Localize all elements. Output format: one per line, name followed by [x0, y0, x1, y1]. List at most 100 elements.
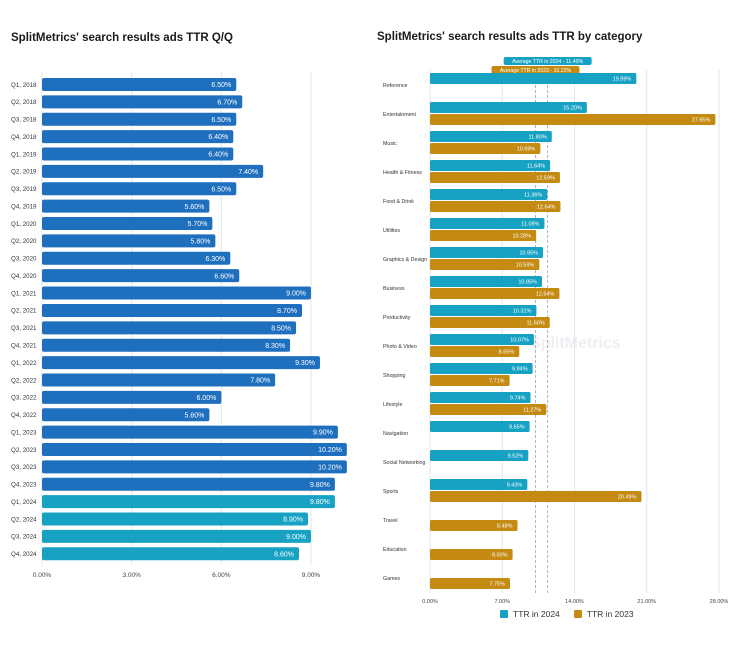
left-x-tick-label: 6.00% [212, 572, 231, 579]
right-category-label: Reference [383, 83, 407, 89]
left-bar-value-label: 8.90% [283, 517, 303, 524]
right-average-callout-box [491, 66, 580, 74]
left-x-tick-label: 9.00% [302, 572, 321, 579]
right-bar-value-label: 10.28% [512, 234, 531, 240]
right-average-callout-label: Average TTR in 2024 - 11.40% [512, 59, 583, 65]
right-average-callout-box [503, 57, 592, 65]
left-bar [42, 164, 264, 178]
left-bar [42, 512, 309, 526]
left-bar-value-label: 9.80% [310, 499, 330, 506]
right-category-label: Travel [383, 518, 398, 524]
right-bar-2024 [430, 189, 548, 200]
left-category-label: Q3, 2024 [11, 534, 37, 541]
legend-swatch-2023 [573, 610, 582, 618]
left-category-label: Q3, 2021 [11, 325, 37, 332]
right-category-label: Business [383, 286, 405, 292]
legend-label-2024: TTR in 2024 [513, 609, 560, 619]
left-bar-value-label: 9.00% [286, 534, 306, 541]
legend-item-2024[interactable]: TTR in 2024 [500, 609, 560, 619]
left-x-tick-label: 3.00% [122, 572, 141, 579]
right-bar-2023 [430, 288, 560, 299]
left-bar [42, 303, 303, 317]
right-bar-2024 [430, 334, 534, 345]
left-category-label: Q1, 2020 [11, 221, 37, 228]
right-bar-2024 [430, 218, 545, 229]
right-category-label: Social Networking [383, 460, 425, 466]
left-bar-value-label: 9.00% [286, 291, 306, 298]
left-bar [42, 147, 234, 161]
right-category-label: Navigation [383, 431, 408, 437]
right-category-label: Entertainment [383, 112, 417, 118]
left-category-label: Q1, 2024 [11, 499, 37, 506]
left-bar [42, 182, 237, 196]
left-bar [42, 442, 347, 456]
left-bar-value-label: 5.80% [190, 239, 210, 246]
right-bar-value-label: 9.65% [509, 425, 525, 431]
right-bar-value-label: 9.74% [510, 396, 526, 402]
left-category-label: Q4, 2020 [11, 273, 37, 280]
right-bar-2024 [430, 479, 528, 490]
left-category-label: Q4, 2024 [11, 551, 37, 558]
left-category-label: Q3, 2023 [11, 464, 37, 471]
left-bar-value-label: 6.50% [211, 117, 231, 124]
left-category-label: Q1, 2018 [11, 82, 37, 89]
left-category-label: Q2, 2023 [11, 447, 37, 454]
right-bar-value-label: 11.60% [526, 321, 544, 327]
left-bar [42, 425, 338, 439]
watermark-text: SplitMetrics [530, 335, 621, 352]
right-bar-2024 [430, 73, 637, 84]
left-category-label: Q3, 2020 [11, 256, 37, 263]
left-bar [42, 495, 335, 509]
right-bar-value-label: 11.80% [529, 135, 547, 141]
left-bar-value-label: 6.40% [208, 152, 228, 159]
right-bar-value-label: 15.20% [563, 106, 582, 112]
left-bar-value-label: 8.50% [271, 325, 291, 332]
right-bar-2023 [430, 172, 560, 183]
left-bar [42, 547, 300, 561]
right-bar-value-label: 7.71% [489, 379, 505, 385]
left-category-label: Q4, 2019 [11, 203, 37, 210]
left-category-label: Q2, 2020 [11, 238, 37, 245]
left-bar-value-label: 6.40% [208, 134, 228, 141]
left-category-label: Q1, 2022 [11, 360, 37, 367]
right-bar-2023 [430, 520, 518, 531]
right-x-tick-label: 7.00% [494, 599, 510, 605]
right-category-label: Sports [383, 489, 399, 495]
right-bar-value-label: 8.65% [499, 350, 515, 356]
right-bar-value-label: 9.43% [507, 483, 523, 489]
left-bar-value-label: 9.90% [313, 430, 333, 437]
right-bar-2023 [430, 346, 520, 357]
right-category-label: Health & Fitness [383, 170, 422, 176]
left-category-label: Q4, 2023 [11, 482, 37, 489]
right-bar-value-label: 12.54% [536, 292, 555, 298]
left-category-label: Q2, 2022 [11, 377, 37, 384]
right-bar-2023 [430, 230, 537, 241]
left-bar [42, 477, 335, 491]
right-bar-2023 [430, 491, 642, 502]
right-bar-value-label: 9.52% [508, 454, 524, 460]
left-bar [42, 234, 216, 248]
right-bar-value-label: 20.49% [618, 495, 637, 501]
left-bar [42, 130, 234, 144]
left-bar-value-label: 6.60% [214, 273, 234, 280]
right-bar-value-label: 8.48% [497, 524, 513, 530]
right-bar-value-label: 10.69% [517, 147, 536, 153]
right-bar-value-label: 7.75% [489, 582, 505, 588]
right-x-tick-label: 28.00% [710, 599, 729, 605]
left-category-label: Q2, 2024 [11, 516, 37, 523]
left-category-label: Q4, 2021 [11, 343, 37, 350]
right-bar-value-label: 11.27% [523, 408, 541, 414]
left-bar-value-label: 5.60% [185, 204, 205, 211]
right-bar-2023 [430, 578, 510, 589]
left-bar-value-label: 6.70% [217, 99, 237, 106]
right-bar-value-label: 19.99% [613, 77, 632, 83]
right-bar-2023 [430, 201, 561, 212]
left-bar-value-label: 10.20% [318, 464, 342, 471]
right-bar-2023 [430, 317, 550, 328]
right-category-label: Photo & Video [383, 344, 417, 350]
right-x-tick-label: 21.00% [637, 599, 656, 605]
left-chart-title: SplitMetrics' search results ads TTR Q/Q [11, 32, 233, 44]
right-bar-2023 [430, 114, 716, 125]
legend-item-2023[interactable]: TTR in 2023 [573, 609, 634, 619]
right-bar-value-label: 12.59% [536, 176, 555, 182]
